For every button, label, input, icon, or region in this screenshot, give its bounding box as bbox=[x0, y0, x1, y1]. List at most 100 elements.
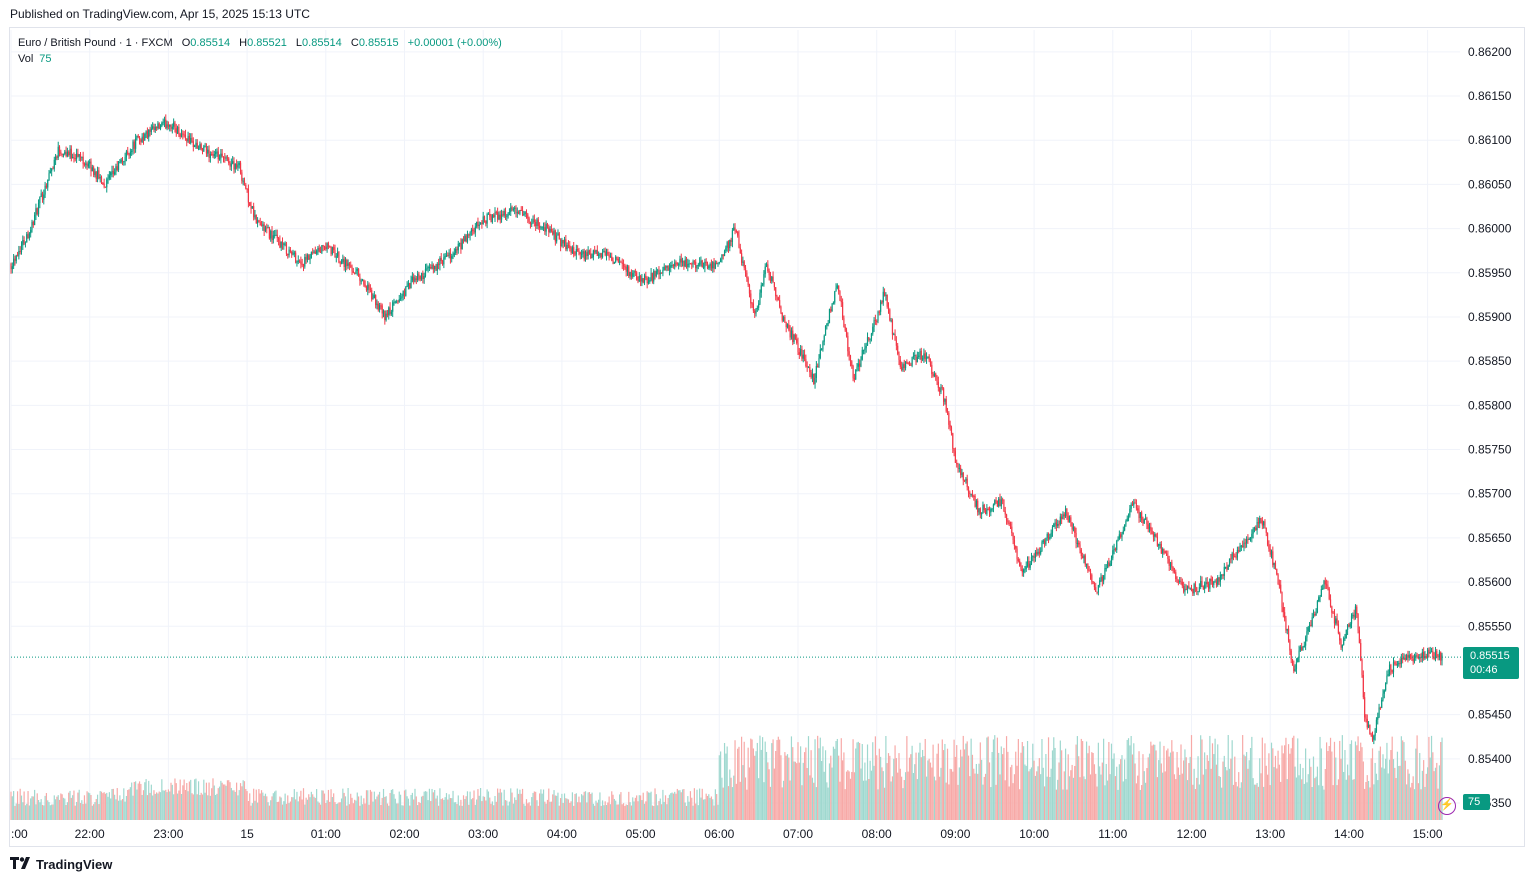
candle-body bbox=[270, 230, 272, 239]
time-tick-label: :00 bbox=[11, 827, 28, 841]
volume-bar bbox=[1373, 784, 1375, 820]
time-axis[interactable]: :00 22:00 23:00 15 01:00 02:00 03:00 04:00 05:00… bbox=[11, 827, 1443, 841]
volume-bar bbox=[487, 791, 490, 820]
volume-bar bbox=[260, 790, 263, 820]
volume-bar bbox=[797, 742, 799, 820]
volume-bar bbox=[249, 793, 251, 820]
candle-body bbox=[30, 229, 32, 234]
volume-bar bbox=[1025, 765, 1027, 820]
candle-body bbox=[1184, 588, 1186, 592]
volume-bar bbox=[1192, 784, 1194, 820]
candle-body bbox=[532, 219, 534, 224]
volume-bar bbox=[601, 800, 604, 820]
volume-bar bbox=[653, 805, 655, 820]
candle-body bbox=[394, 301, 396, 303]
candle-body bbox=[1160, 544, 1162, 554]
volume-bar bbox=[546, 799, 549, 820]
volume-bar bbox=[16, 791, 19, 820]
volume-bar bbox=[1353, 779, 1355, 820]
candle-body bbox=[259, 222, 261, 226]
volume-bar bbox=[432, 792, 434, 820]
volume-bar bbox=[784, 752, 786, 820]
symbol-title[interactable]: Euro / British Pound · 1 · FXCM bbox=[18, 37, 173, 49]
candle-body bbox=[1085, 564, 1088, 566]
volume-bar bbox=[1402, 740, 1404, 820]
volume-bar bbox=[675, 793, 677, 820]
volume-bar bbox=[457, 795, 459, 820]
volume-bar bbox=[1214, 738, 1216, 820]
volume-bar bbox=[670, 793, 672, 820]
volume-label: Vol bbox=[18, 53, 34, 65]
candle-body bbox=[359, 276, 361, 281]
volume-bar bbox=[1409, 787, 1412, 820]
volume-bar bbox=[228, 780, 230, 820]
candle-body bbox=[79, 154, 82, 158]
volume-bar bbox=[1240, 782, 1242, 820]
candle-body bbox=[642, 278, 644, 283]
volume-bar bbox=[1407, 769, 1409, 820]
volume-bar bbox=[813, 782, 815, 820]
candle-body bbox=[72, 157, 74, 159]
candle-body bbox=[216, 151, 218, 153]
volume-bar bbox=[15, 803, 17, 820]
volume-bar bbox=[1127, 738, 1130, 820]
candle-body bbox=[617, 258, 619, 263]
candle-body bbox=[1163, 548, 1165, 552]
price-axis[interactable]: 0.862000.861500.861000.860500.860000.859… bbox=[1468, 45, 1512, 810]
price-tick-label: 0.85850 bbox=[1468, 354, 1512, 368]
volume-bar bbox=[53, 795, 55, 820]
candle-body bbox=[1278, 584, 1280, 586]
volume-bar bbox=[855, 748, 857, 820]
volume-bar bbox=[1245, 752, 1248, 820]
volume-bar bbox=[998, 752, 1000, 820]
candle-body bbox=[295, 252, 297, 263]
candle-body bbox=[486, 214, 488, 224]
volume-bar bbox=[857, 741, 859, 820]
candle-body bbox=[675, 262, 677, 264]
open-value: 0.85514 bbox=[190, 37, 231, 49]
candle-body bbox=[1122, 530, 1124, 534]
high-value: 0.85521 bbox=[247, 37, 287, 49]
volume-bar bbox=[849, 778, 852, 820]
candle-body bbox=[1171, 562, 1173, 568]
volume-bar bbox=[1194, 789, 1197, 820]
candle-body bbox=[1379, 707, 1381, 709]
volume-bar bbox=[1356, 745, 1358, 820]
candle-body bbox=[965, 478, 967, 481]
lightning-icon[interactable]: ⚡ bbox=[1438, 797, 1456, 815]
volume-bar bbox=[868, 778, 870, 820]
volume-bar bbox=[161, 779, 163, 820]
volume-bar bbox=[1316, 766, 1319, 820]
candle-body bbox=[211, 153, 213, 156]
candle-body bbox=[891, 320, 894, 335]
candle-body bbox=[1390, 664, 1392, 671]
chart-frame[interactable] bbox=[9, 27, 1525, 847]
candle-body bbox=[714, 262, 716, 269]
candle-body bbox=[662, 269, 664, 274]
volume-bar bbox=[1395, 778, 1397, 820]
volume-bar bbox=[422, 795, 424, 820]
volume-bar bbox=[482, 796, 484, 820]
candle-body bbox=[1091, 574, 1093, 582]
candle-body bbox=[1226, 566, 1228, 570]
volume-bar bbox=[1011, 764, 1013, 820]
candle-body bbox=[852, 365, 854, 379]
footer-brand[interactable]: TradingView bbox=[10, 857, 112, 872]
volume-bar bbox=[1029, 769, 1031, 820]
volume-bar bbox=[1066, 789, 1068, 820]
volume-bar bbox=[1391, 736, 1393, 820]
price-tick-label: 0.85450 bbox=[1468, 708, 1512, 722]
volume-bar bbox=[1323, 789, 1325, 820]
volume-bar bbox=[809, 775, 811, 820]
candle-body bbox=[520, 210, 522, 212]
time-tick-label: 05:00 bbox=[626, 827, 656, 841]
candle-body bbox=[566, 245, 568, 250]
volume-bar bbox=[754, 755, 756, 820]
legend-row-ohlc: Euro / British Pound · 1 · FXCM O0.85514… bbox=[18, 35, 502, 51]
candle-body bbox=[828, 309, 831, 324]
candle-body bbox=[254, 214, 256, 218]
volume-bar bbox=[1232, 784, 1235, 820]
candle-body bbox=[857, 363, 859, 367]
volume-bar bbox=[851, 771, 853, 820]
